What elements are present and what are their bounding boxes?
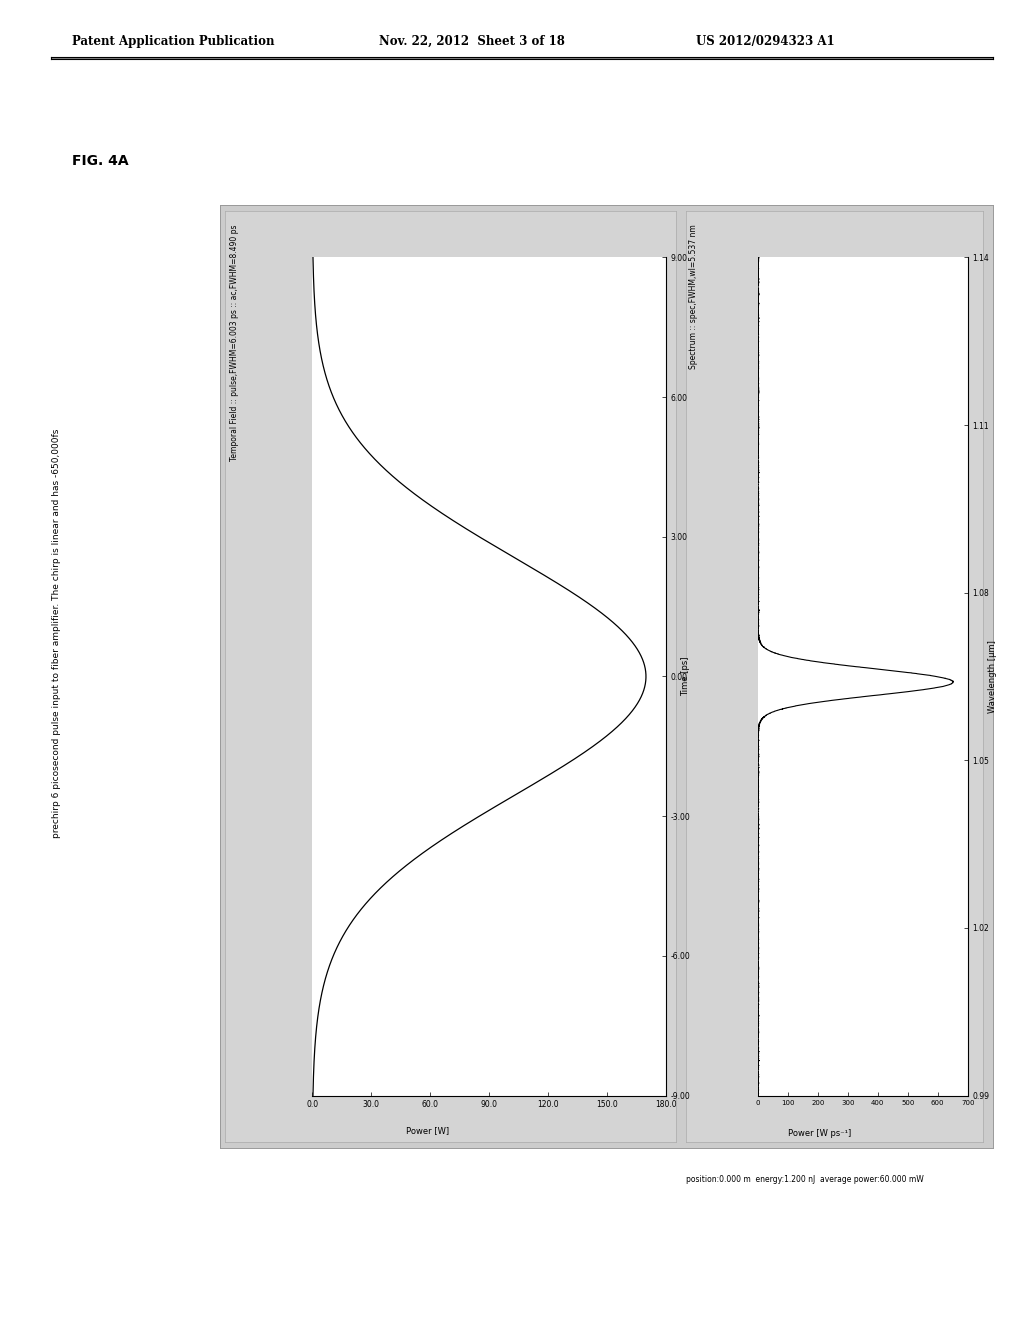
Text: Time [ps]: Time [ps] <box>681 657 690 696</box>
Text: Wavelength [μm]: Wavelength [μm] <box>988 640 997 713</box>
Text: Patent Application Publication: Patent Application Publication <box>72 34 274 48</box>
Text: Temporal Field :: pulse,FWHM=6.003 ps :: ac,FWHM=8.490 ps: Temporal Field :: pulse,FWHM=6.003 ps ::… <box>230 224 240 461</box>
Text: position:0.000 m  energy:1.200 nJ  average power:60.000 mW: position:0.000 m energy:1.200 nJ average… <box>686 1175 924 1184</box>
Text: Spectrum :: spec,FWHM,wl=5.537 nm: Spectrum :: spec,FWHM,wl=5.537 nm <box>689 224 698 370</box>
Text: prechirp 6 picosecond pulse input to fiber amplifier. The chirp is linear and ha: prechirp 6 picosecond pulse input to fib… <box>52 429 60 838</box>
Text: Nov. 22, 2012  Sheet 3 of 18: Nov. 22, 2012 Sheet 3 of 18 <box>379 34 565 48</box>
Text: Power [W]: Power [W] <box>407 1126 450 1135</box>
Text: Power [W ps⁻¹]: Power [W ps⁻¹] <box>788 1129 851 1138</box>
Text: US 2012/0294323 A1: US 2012/0294323 A1 <box>696 34 835 48</box>
Text: FIG. 4A: FIG. 4A <box>72 154 128 168</box>
